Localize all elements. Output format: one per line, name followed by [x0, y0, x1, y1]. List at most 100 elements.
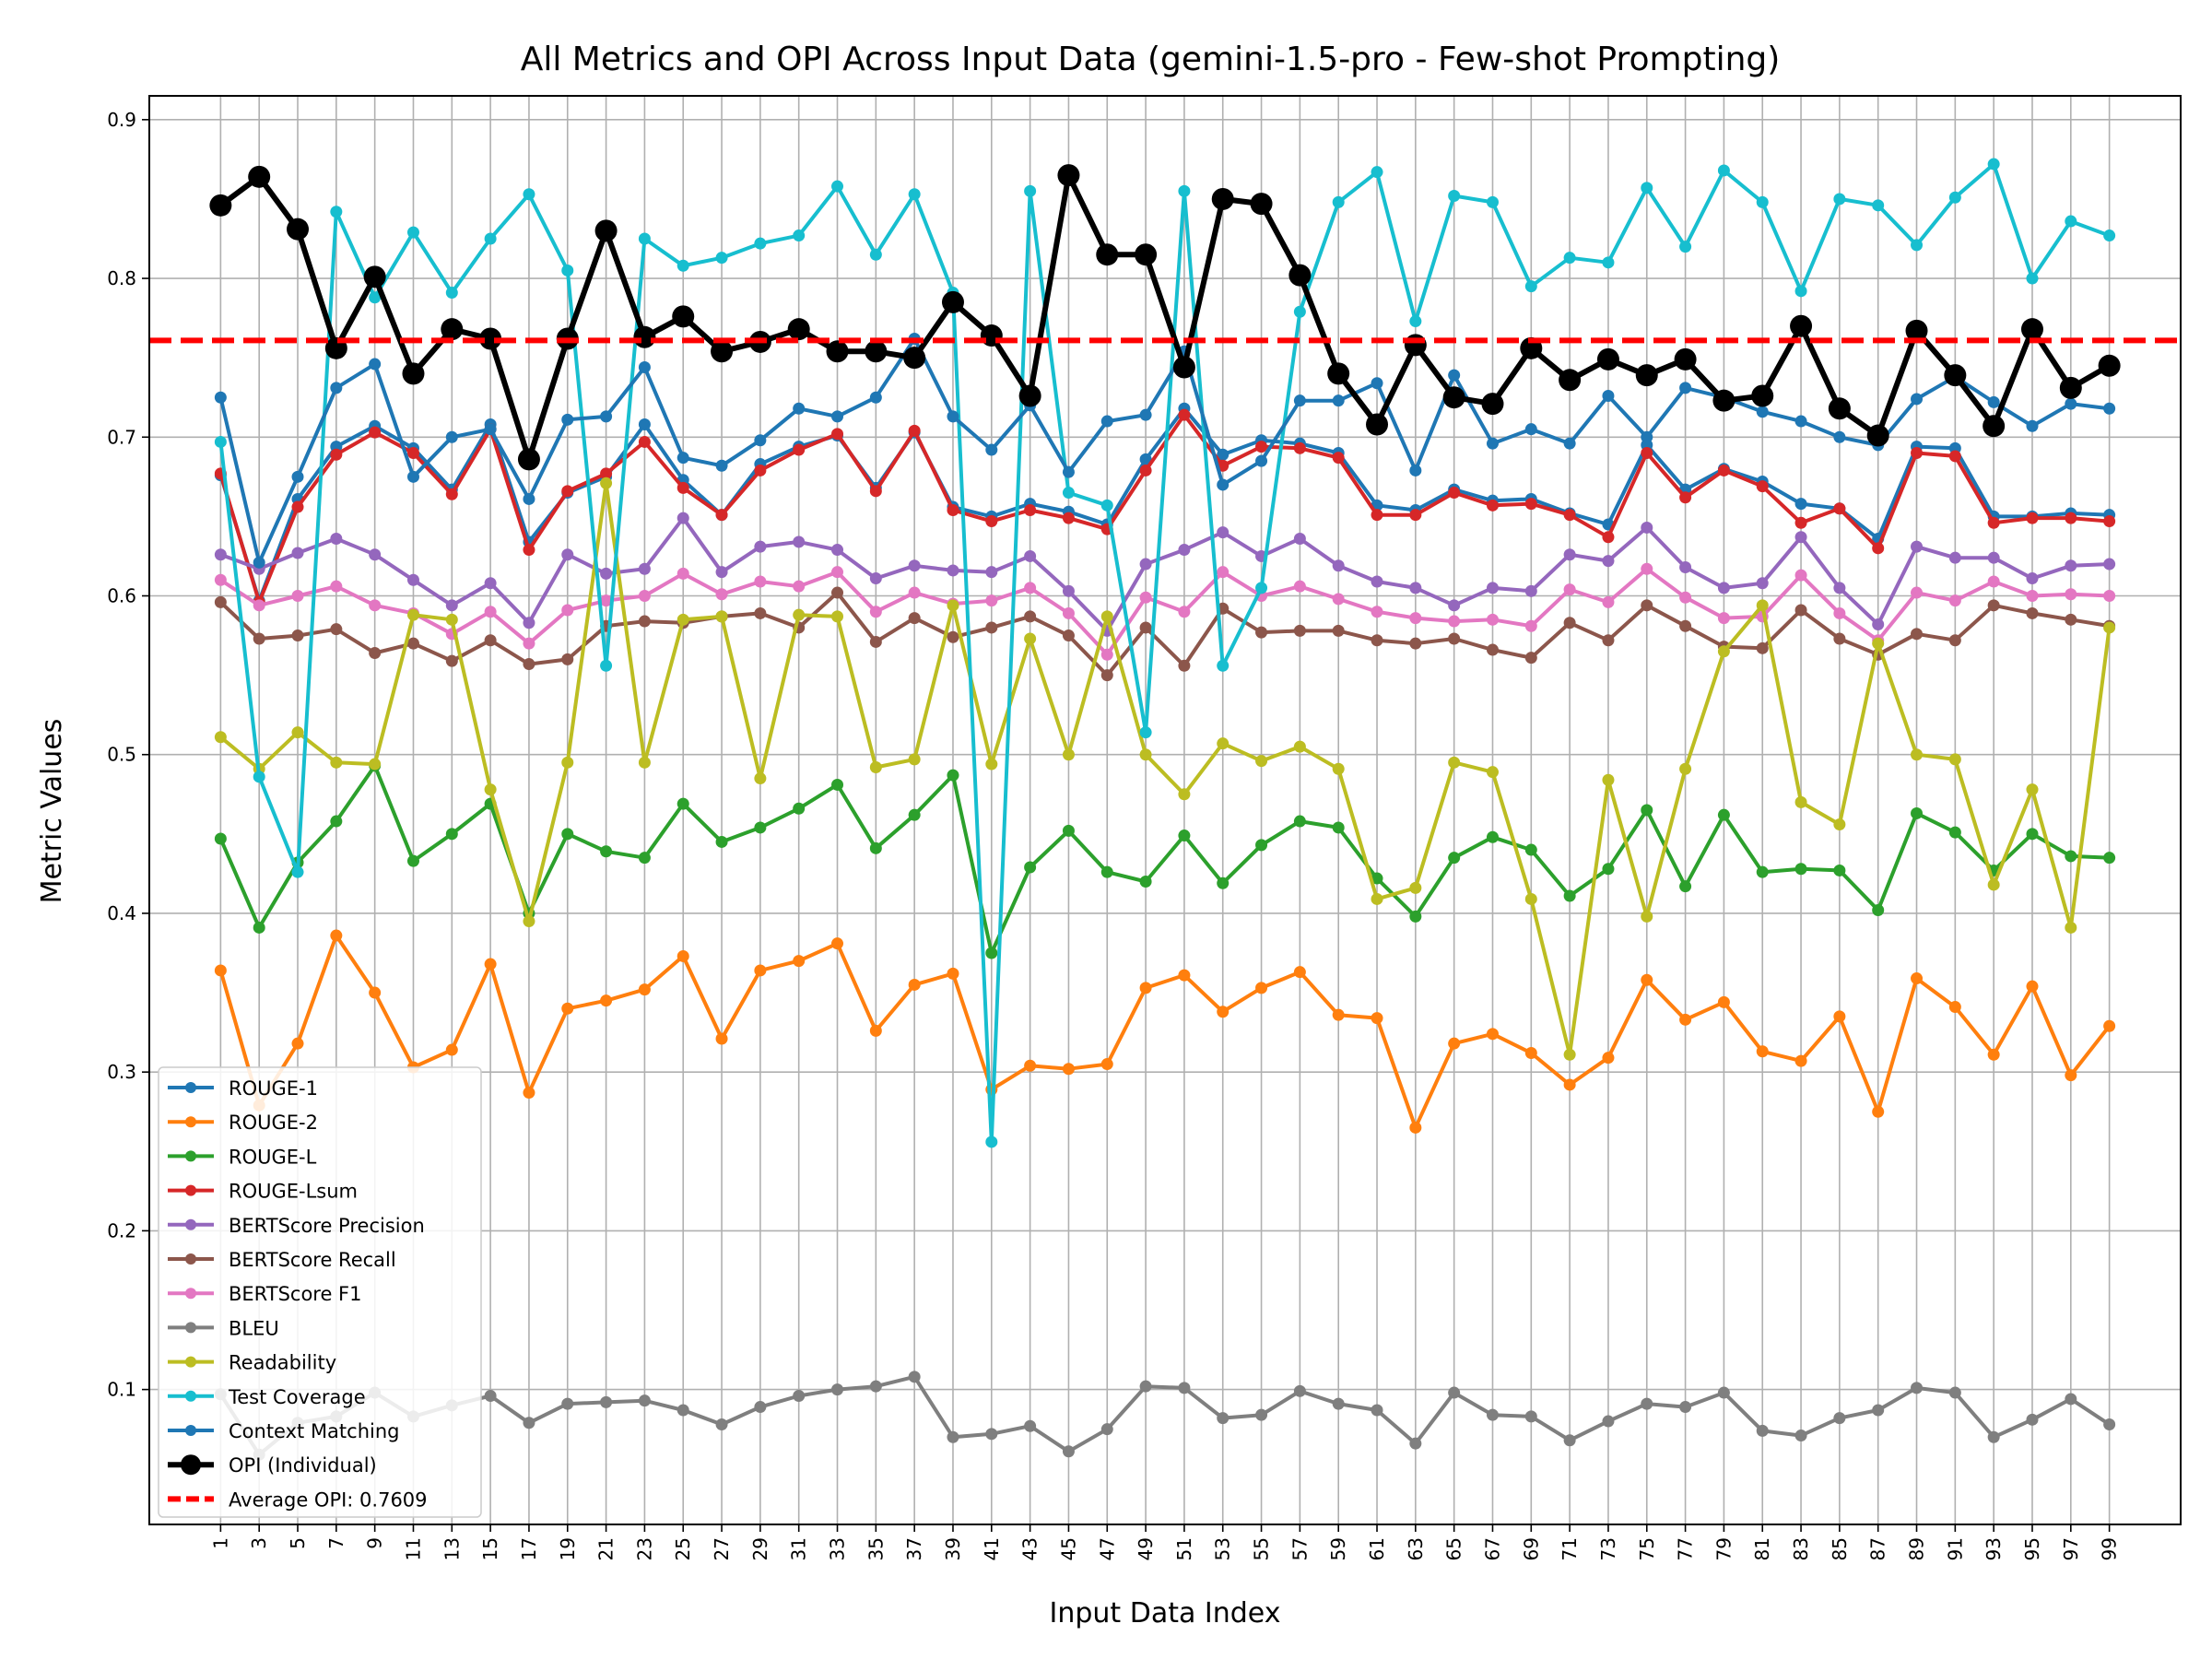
x-tick-label: 69 [1520, 1537, 1542, 1560]
data-point [484, 783, 497, 796]
legend-entry: BERTScore F1 [168, 1283, 362, 1305]
data-point [1211, 187, 1234, 210]
data-point [2026, 512, 2039, 524]
data-point [1139, 748, 1152, 761]
data-point [1018, 384, 1041, 407]
x-tick-label: 1 [209, 1537, 231, 1549]
data-point [908, 753, 921, 766]
x-tick-label: 5 [287, 1537, 309, 1549]
data-point [1679, 561, 1692, 573]
series-context-matching [214, 333, 2116, 569]
data-point [1794, 1430, 1807, 1442]
data-point [1987, 158, 2000, 171]
data-point [484, 577, 497, 590]
data-point [2103, 229, 2116, 242]
data-point [1024, 1059, 1037, 1072]
data-point [1987, 395, 2000, 408]
data-point [1563, 583, 1576, 596]
data-point [1139, 726, 1152, 739]
data-point [1217, 1006, 1230, 1018]
legend-entry: Average OPI: 0.7609 [168, 1488, 428, 1511]
data-point [1217, 478, 1230, 491]
data-point [330, 756, 343, 769]
data-point [908, 1371, 921, 1383]
legend-box [158, 1066, 482, 1518]
data-point [793, 402, 806, 415]
x-tick-label: 61 [1366, 1537, 1388, 1560]
data-point [445, 488, 458, 500]
data-point [214, 391, 227, 404]
legend-label: OPI (Individual) [229, 1454, 377, 1477]
data-point [406, 447, 419, 459]
data-point [754, 237, 767, 250]
data-point [985, 443, 998, 456]
data-point [363, 265, 386, 288]
data-point [214, 573, 227, 586]
data-point [1255, 441, 1268, 453]
data-point [445, 599, 458, 612]
legend-entry: Test Coverage [168, 1386, 366, 1408]
data-point [561, 264, 574, 276]
data-point [638, 361, 651, 373]
data-point [1100, 415, 1113, 428]
data-point [1905, 319, 1928, 342]
data-point [1987, 599, 2000, 612]
data-point [1524, 280, 1537, 293]
data-point [1448, 615, 1461, 628]
legend-entry: BLEU [168, 1317, 279, 1339]
data-point [1293, 740, 1306, 753]
legend-swatch-marker [185, 1218, 196, 1230]
data-point [1486, 195, 1499, 208]
data-point [1486, 766, 1499, 779]
data-point [869, 606, 882, 618]
y-tick-label: 0.7 [107, 426, 136, 448]
x-tick-label: 25 [672, 1537, 694, 1560]
legend-label: BERTScore F1 [229, 1283, 362, 1305]
data-point [1139, 453, 1152, 465]
data-point [2065, 559, 2077, 572]
data-point [1178, 788, 1191, 801]
data-point [1332, 593, 1345, 606]
data-point [1217, 1412, 1230, 1425]
data-point [1794, 1054, 1807, 1067]
data-point [406, 637, 419, 650]
data-point [711, 340, 734, 363]
legend-label: BLEU [229, 1317, 279, 1339]
data-point [754, 821, 767, 834]
data-point [787, 318, 810, 341]
legend-label: ROUGE-1 [229, 1077, 318, 1100]
data-point [1872, 904, 1885, 916]
data-point [1563, 509, 1576, 522]
data-point [1062, 487, 1075, 500]
data-point [1371, 634, 1383, 647]
data-point [1288, 264, 1312, 287]
data-point [831, 566, 844, 579]
x-tick-label: 43 [1019, 1537, 1041, 1560]
data-point [638, 232, 651, 245]
data-point [831, 544, 844, 557]
data-point [214, 731, 227, 744]
data-point [1409, 910, 1422, 923]
data-point [1756, 865, 1769, 878]
data-point [1486, 830, 1499, 843]
data-point [1756, 195, 1769, 208]
data-point [638, 983, 651, 996]
data-point [1602, 773, 1615, 786]
x-tick-label: 13 [441, 1537, 463, 1560]
data-point [1717, 645, 1730, 658]
data-point [947, 410, 959, 423]
data-point [1024, 632, 1037, 645]
grid [149, 96, 2181, 1524]
data-point [253, 632, 265, 645]
data-point [1641, 182, 1653, 194]
x-tick-label: 63 [1405, 1537, 1427, 1560]
data-point [214, 964, 227, 977]
data-point [1679, 241, 1692, 253]
data-point [1062, 629, 1075, 642]
data-point [1371, 509, 1383, 522]
data-point [1100, 1058, 1113, 1071]
x-tick-label: 91 [1944, 1537, 1966, 1560]
data-point [1524, 1410, 1537, 1423]
y-tick-label: 0.8 [107, 267, 136, 289]
data-point [291, 500, 304, 513]
